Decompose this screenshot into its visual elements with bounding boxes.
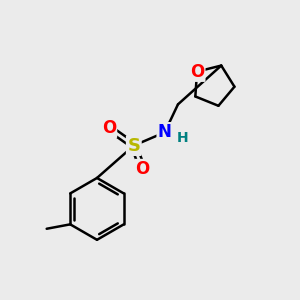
- Text: O: O: [136, 160, 150, 178]
- Text: S: S: [127, 136, 140, 154]
- Text: O: O: [102, 119, 116, 137]
- Text: H: H: [177, 130, 189, 145]
- Text: N: N: [158, 123, 172, 141]
- Text: O: O: [190, 63, 204, 81]
